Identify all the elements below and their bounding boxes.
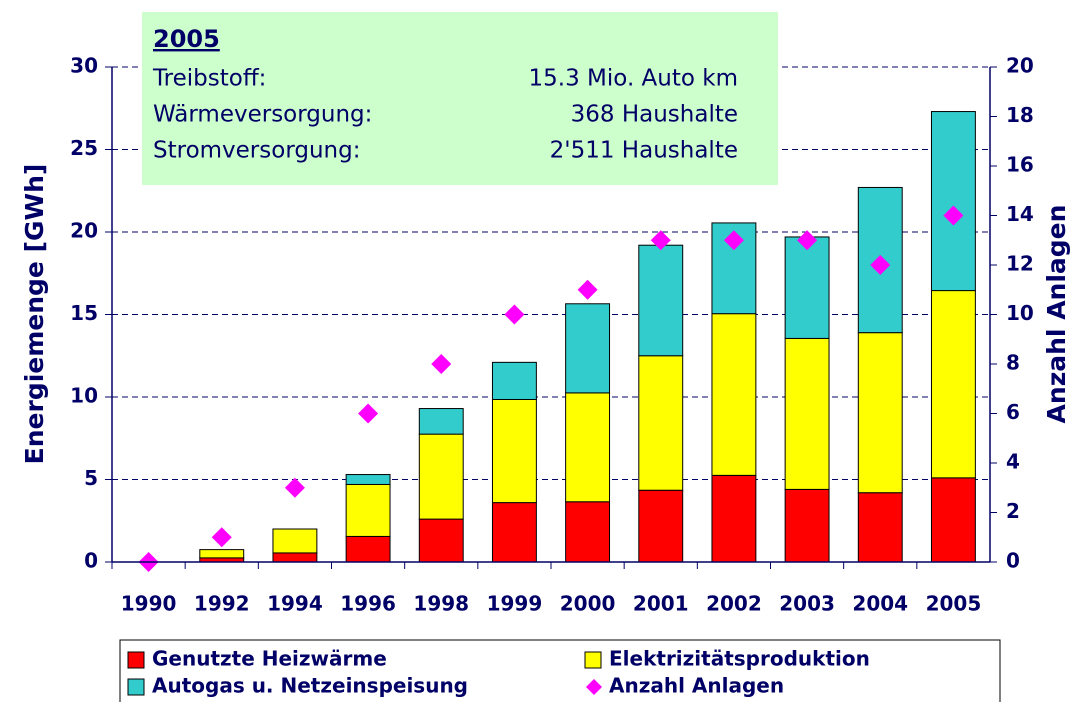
bar: [784, 488, 830, 563]
marker: [284, 477, 305, 498]
info-value: 2'511 Haushalte: [550, 138, 738, 164]
info-label: Wärmeversorgung:: [153, 102, 372, 128]
legend-label: Autogas u. Netzeinspeisung: [152, 674, 468, 698]
bar: [491, 502, 537, 563]
y2-tick-label: 6: [1006, 400, 1020, 424]
y-tick-label: 5: [84, 466, 98, 490]
marker: [358, 403, 379, 424]
y-tick-label: 0: [84, 549, 98, 573]
y2-tick-label: 20: [1006, 54, 1034, 78]
legend-swatch: [584, 651, 602, 669]
legend-label: Elektrizitätsproduktion: [609, 647, 870, 671]
x-tick-label: 2004: [852, 592, 908, 616]
y2-tick-label: 0: [1006, 549, 1020, 573]
marker: [723, 230, 744, 251]
bar: [565, 303, 611, 394]
y2-tick-label: 8: [1006, 351, 1020, 375]
bar: [711, 474, 757, 563]
x-tick-label: 2002: [706, 592, 762, 616]
info-title: 2005: [153, 25, 220, 53]
bar: [930, 290, 976, 479]
legend-label: Anzahl Anlagen: [609, 674, 784, 698]
y2-tick-label: 12: [1006, 252, 1034, 276]
y2-tick-label: 2: [1006, 499, 1020, 523]
y-tick-label: 15: [70, 301, 98, 325]
bar: [272, 552, 318, 563]
info-label: Treibstoff:: [152, 66, 266, 92]
x-tick-label: 2001: [633, 592, 689, 616]
x-tick-label: 1998: [413, 592, 469, 616]
y-tick-label: 20: [70, 219, 98, 243]
y2-tick-label: 4: [1006, 450, 1020, 474]
legend: [119, 639, 1001, 702]
bar: [199, 549, 245, 559]
bar: [930, 111, 976, 292]
marker: [504, 304, 525, 325]
bar: [784, 236, 830, 339]
legend-swatch: [127, 678, 145, 696]
bar: [857, 492, 903, 563]
x-tick-label: 2005: [926, 592, 982, 616]
marker: [943, 205, 964, 226]
y-axis-label: Energiemenge [GWh]: [20, 164, 49, 465]
bar: [418, 518, 464, 563]
info-value: 15.3 Mio. Auto km: [529, 66, 738, 92]
bar: [638, 355, 684, 491]
legend-swatch: [127, 651, 145, 669]
bar: [565, 392, 611, 503]
marker: [650, 230, 671, 251]
marker: [431, 354, 452, 374]
y2-tick-label: 10: [1006, 301, 1034, 325]
bar: [638, 244, 684, 357]
info-label: Stromversorgung:: [153, 138, 360, 164]
y2-tick-label: 18: [1006, 103, 1034, 127]
bar: [565, 501, 611, 563]
bar: [491, 361, 537, 400]
marker: [211, 527, 232, 548]
marker: [577, 279, 598, 300]
y2-axis-label: Anzahl Anlagen: [1042, 205, 1071, 424]
y-tick-label: 10: [70, 384, 98, 408]
legend-swatch: [586, 679, 602, 695]
x-tick-label: 1992: [194, 592, 250, 616]
bar: [638, 489, 684, 563]
x-tick-label: 2003: [779, 592, 835, 616]
x-tick-label: 1990: [121, 592, 177, 616]
bar: [711, 313, 757, 476]
bar: [345, 535, 391, 563]
x-tick-label: 1999: [487, 592, 543, 616]
bar: [930, 477, 976, 563]
marker: [870, 255, 891, 275]
bar: [345, 483, 391, 537]
x-tick-label: 2000: [560, 592, 616, 616]
bar: [491, 398, 537, 504]
y-tick-label: 30: [70, 54, 98, 78]
y2-tick-label: 14: [1006, 202, 1034, 226]
bar: [345, 474, 391, 485]
info-value: 368 Haushalte: [571, 102, 738, 128]
y2-tick-label: 16: [1006, 153, 1034, 177]
legend-label: Genutzte Heizwärme: [152, 647, 387, 671]
bar: [272, 528, 318, 554]
x-tick-label: 1996: [340, 592, 396, 616]
bar: [857, 332, 903, 494]
bar: [418, 433, 464, 520]
bar: [418, 408, 464, 435]
bar: [784, 337, 830, 490]
y-tick-label: 25: [70, 136, 98, 160]
x-tick-label: 1994: [267, 592, 323, 616]
marker: [797, 230, 818, 251]
info-box: [142, 12, 778, 185]
